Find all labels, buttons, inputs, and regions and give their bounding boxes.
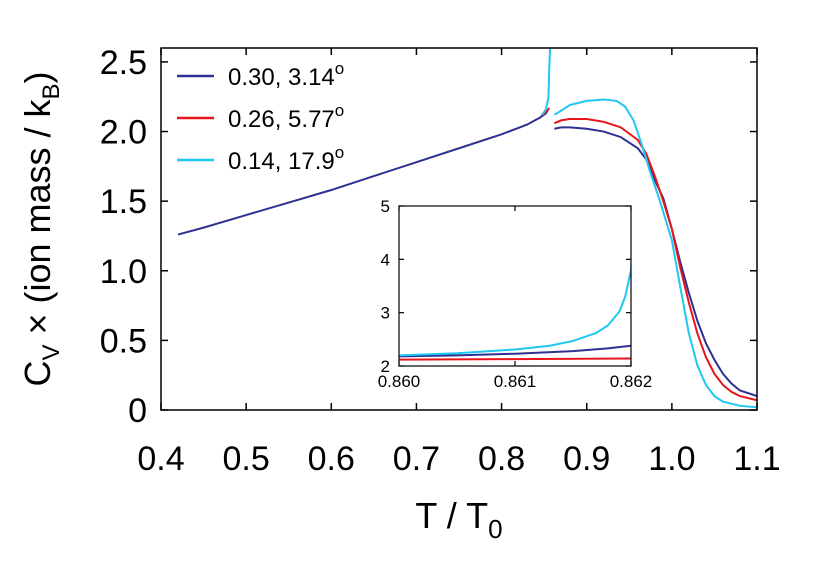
legend-label: 0.14, 17.9o	[228, 143, 344, 175]
inset-x-tick-label: 0.862	[610, 372, 653, 391]
y-axis-label-sub: B	[38, 83, 65, 99]
x-tick-label: 0.6	[308, 440, 355, 478]
x-tick-label: 0.5	[223, 440, 270, 478]
legend-label-text: 0.26, 5.77	[228, 106, 335, 133]
inset-y-tick-label: 2	[381, 357, 390, 376]
y-axis-label-part: C	[17, 361, 58, 387]
y-tick-label: 1.0	[100, 253, 147, 291]
legend-label-text: 0.30, 3.14	[228, 64, 335, 91]
legend-label-text: 0.14, 17.9	[228, 148, 335, 175]
inset-y-tick-label: 3	[381, 304, 390, 323]
y-axis-label: CV × (ion mass / kB)	[17, 71, 65, 386]
inset-series-line-2	[399, 256, 631, 357]
x-tick-label: 0.4	[137, 440, 184, 478]
y-tick-label: 0.5	[100, 322, 147, 360]
inset-y-tick-label: 4	[381, 250, 390, 269]
legend-label-sup: o	[335, 59, 344, 78]
series-line-1-segment-1	[553, 118, 757, 402]
series-line-0-segment-0	[177, 108, 550, 236]
legend-label: 0.26, 5.77o	[228, 101, 344, 133]
x-tick-label: 0.7	[393, 440, 440, 478]
plot-frame	[160, 47, 758, 411]
y-axis-label-sub: V	[38, 345, 65, 361]
inset-plot: 0.860 0.861 0.862 2 3 4 5	[378, 197, 653, 391]
series-line-2-segment-0	[541, 48, 552, 116]
inset-series-line-1	[399, 357, 631, 361]
x-axis-label-sub: 0	[488, 514, 502, 544]
inset-x-tick-label: 0.860	[378, 372, 421, 391]
inset-y-tick-label: 5	[381, 197, 390, 216]
y-tick-label: 0	[128, 392, 147, 430]
y-tick-label: 1.5	[100, 183, 147, 221]
y-tick-label: 2.0	[100, 114, 147, 152]
x-tick-label: 1.0	[648, 440, 695, 478]
series-line-2-segment-1	[553, 98, 757, 409]
main-plot: 0.4 0.5 0.6 0.7 0.8 0.9 1.0 1.1 0 0.5 1.0 1.5 2.0 2.5…	[17, 44, 781, 544]
legend-label: 0.30, 3.14o	[228, 59, 344, 91]
x-axis-label-main: T / T	[415, 495, 488, 536]
legend-label-sup: o	[335, 101, 344, 120]
y-axis-label-part: )	[17, 71, 58, 83]
inset-series-line-0	[399, 344, 631, 358]
x-axis-label: T / T0	[415, 495, 502, 544]
legend-label-sup: o	[335, 143, 344, 162]
y-tick-label: 2.5	[100, 44, 147, 82]
y-axis-label-part: × (ion mass / k	[17, 98, 58, 344]
x-tick-label: 1.1	[733, 440, 780, 478]
x-tick-label: 0.8	[478, 440, 525, 478]
x-tick-label: 0.9	[563, 440, 610, 478]
inset-background	[399, 206, 631, 366]
inset-x-tick-label: 0.861	[494, 372, 537, 391]
